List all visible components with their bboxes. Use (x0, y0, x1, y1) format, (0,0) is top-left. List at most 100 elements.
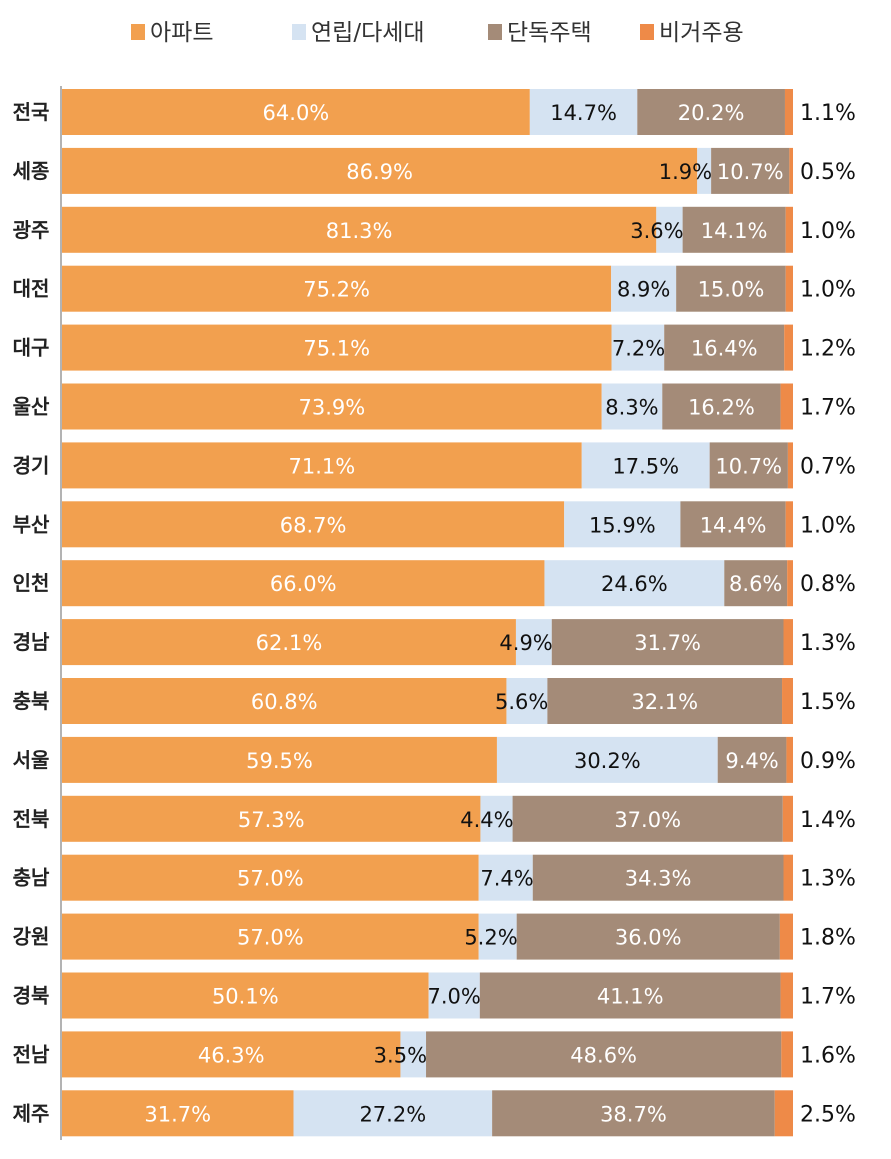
bar-segment-단독주택 (711, 147, 790, 194)
value-label-비거주용: 1.3% (800, 867, 856, 892)
category-label: 강원 (13, 925, 50, 949)
bar-segment-아파트 (62, 89, 530, 135)
bar-segment-비거주용 (785, 206, 793, 253)
bar-row-인천: 인천 66.0% 24.6% 8.6% 0.8% (13, 560, 856, 607)
category-label: 제주 (13, 1101, 50, 1125)
value-label-아파트: 75.2% (303, 278, 370, 302)
legend-label: 비거주용 (659, 20, 744, 46)
bar-row-광주: 광주 81.3% 3.6% 14.1% 1.0% (13, 206, 856, 253)
category-label: 충남 (13, 866, 50, 890)
bar-segment-비거주용 (780, 972, 793, 1019)
bar-segment-연립-다세대 (428, 972, 480, 1019)
legend-label: 아파트 (150, 20, 213, 46)
bar-segment-비거주용 (786, 736, 793, 783)
value-label-연립-다세대: 5.6% (495, 690, 548, 714)
value-label-단독주택: 16.2% (688, 396, 755, 420)
legend-label: 단독주택 (507, 20, 592, 46)
value-label-단독주택: 38.7% (600, 1102, 667, 1126)
bar-segment-연립-다세대 (506, 678, 548, 724)
bar-segment-단독주택 (637, 89, 785, 135)
bar-segment-단독주택 (426, 1031, 782, 1078)
value-label-연립-다세대: 30.2% (574, 749, 641, 773)
value-label-비거주용: 1.0% (800, 219, 856, 244)
bar-row-세종: 세종 86.9% 1.9% 10.7% 0.5% (13, 147, 856, 194)
value-label-비거주용: 0.9% (800, 749, 856, 774)
value-label-단독주택: 32.1% (631, 690, 698, 714)
value-label-아파트: 59.5% (246, 749, 313, 773)
value-label-아파트: 68.7% (280, 513, 347, 537)
value-label-아파트: 64.0% (263, 101, 330, 125)
bar-segment-연립-다세대 (564, 501, 681, 548)
category-label: 인천 (13, 571, 50, 595)
bar-segment-단독주택 (547, 678, 783, 724)
bar-row-경북: 경북 50.1% 7.0% 41.1% 1.7% (13, 972, 856, 1019)
bar-segment-아파트 (62, 206, 657, 253)
bar-segment-아파트 (62, 736, 497, 783)
value-label-연립-다세대: 8.3% (605, 396, 658, 420)
bar-row-전북: 전북 57.3% 4.4% 37.0% 1.4% (13, 795, 856, 842)
bar-segment-비거주용 (782, 795, 793, 842)
bar-segment-연립-다세대 (400, 1031, 427, 1078)
bar-segment-아파트 (62, 913, 479, 960)
value-label-연립-다세대: 15.9% (589, 513, 656, 537)
value-label-연립-다세대: 8.9% (617, 278, 670, 302)
value-label-비거주용: 2.5% (800, 1102, 856, 1127)
value-label-아파트: 86.9% (346, 160, 413, 184)
value-label-아파트: 46.3% (198, 1043, 265, 1067)
bar-segment-연립-다세대 (478, 854, 533, 901)
bar-segment-아파트 (62, 501, 565, 548)
value-label-아파트: 71.1% (289, 454, 356, 478)
value-label-단독주택: 48.6% (570, 1043, 637, 1067)
bar-segment-단독주택 (724, 560, 788, 607)
value-label-비거주용: 0.8% (800, 572, 856, 597)
bar-segment-비거주용 (784, 89, 793, 135)
value-label-아파트: 73.9% (298, 396, 365, 420)
category-label: 대구 (13, 336, 50, 360)
bar-segment-연립-다세대 (478, 913, 517, 960)
value-label-단독주택: 14.1% (701, 219, 768, 243)
value-label-비거주용: 1.4% (800, 808, 856, 833)
category-label: 울산 (13, 395, 50, 419)
bar-segment-비거주용 (782, 678, 793, 724)
bar-segment-연립-다세대 (544, 560, 725, 607)
value-label-연립-다세대: 1.9% (659, 160, 712, 184)
value-label-단독주택: 41.1% (597, 985, 664, 1009)
bar-segment-단독주택 (479, 972, 781, 1019)
bar-segment-단독주택 (676, 265, 786, 312)
value-label-비거주용: 1.8% (800, 926, 856, 951)
bar-segment-단독주택 (516, 913, 780, 960)
value-label-아파트: 75.1% (303, 337, 370, 361)
bar-segment-비거주용 (783, 854, 793, 901)
bar-segment-아파트 (62, 972, 429, 1019)
value-label-비거주용: 1.3% (800, 631, 856, 656)
category-label: 광주 (13, 218, 50, 242)
bar-segment-연립-다세대 (515, 619, 552, 666)
bar-row-경남: 경남 62.1% 4.9% 31.7% 1.3% (13, 619, 856, 666)
category-label: 경남 (13, 630, 50, 654)
bar-segment-아파트 (62, 1090, 294, 1137)
legend-label: 연립/다세대 (311, 20, 425, 46)
bar-segment-연립-다세대 (656, 206, 683, 253)
bar-rows: 전국 64.0% 14.7% 20.2% 1.1%세종 86.9% 1.9% 10.7% 0.5… (13, 89, 856, 1137)
value-label-연립-다세대: 4.4% (460, 808, 513, 832)
bar-row-전남: 전남 46.3% 3.5% 48.6% 1.6% (13, 1031, 856, 1078)
value-label-비거주용: 1.2% (800, 337, 856, 362)
value-label-단독주택: 10.7% (715, 454, 782, 478)
bar-segment-연립-다세대 (601, 383, 663, 430)
legend-swatch (640, 24, 654, 40)
legend-item-연립-다세대: 연립/다세대 (292, 20, 425, 46)
bar-segment-단독주택 (680, 501, 786, 548)
value-label-아파트: 57.3% (238, 808, 305, 832)
value-label-단독주택: 36.0% (615, 926, 682, 950)
value-label-연립-다세대: 7.2% (612, 337, 665, 361)
value-label-아파트: 81.3% (326, 219, 393, 243)
bar-segment-연립-다세대 (293, 1090, 493, 1137)
value-label-아파트: 57.0% (237, 867, 304, 891)
bar-row-충북: 충북 60.8% 5.6% 32.1% 1.5% (13, 678, 856, 724)
value-label-연립-다세대: 24.6% (601, 572, 668, 596)
legend-item-비거주용: 비거주용 (640, 20, 744, 46)
bar-row-대구: 대구 75.1% 7.2% 16.4% 1.2% (13, 324, 856, 371)
category-label: 전국 (13, 100, 50, 124)
legend-item-아파트: 아파트 (131, 20, 213, 46)
